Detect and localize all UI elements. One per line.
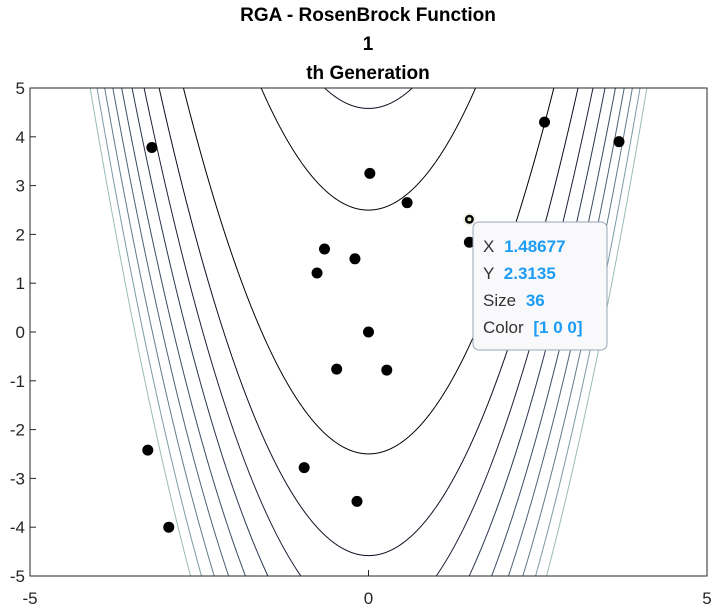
y-tick-label: -2 bbox=[10, 421, 25, 440]
datatip-size-label: Size bbox=[483, 291, 516, 310]
scatter-point[interactable] bbox=[298, 462, 310, 474]
contour-line bbox=[131, 88, 606, 576]
scatter-point[interactable] bbox=[613, 136, 625, 148]
chart-title-line-3: th Generation bbox=[306, 63, 430, 84]
contour-line bbox=[260, 88, 477, 211]
contour-line bbox=[104, 88, 633, 576]
datatip-color-value: [1 0 0] bbox=[533, 318, 582, 337]
datatip-size-value: 36 bbox=[526, 291, 545, 310]
datatip-color-label: Color bbox=[483, 318, 524, 337]
x-tick-label: -5 bbox=[22, 589, 37, 608]
x-tick-label: 0 bbox=[364, 589, 373, 608]
y-tick-label: 1 bbox=[16, 274, 25, 293]
x-tick-label: 5 bbox=[702, 589, 711, 608]
y-tick-label: 5 bbox=[16, 79, 25, 98]
scatter-point[interactable] bbox=[363, 326, 374, 338]
scatter-point[interactable] bbox=[364, 167, 376, 179]
y-tick-label: -3 bbox=[10, 469, 25, 488]
chart-title-line-2: 1 bbox=[363, 34, 374, 55]
y-tick-label: 2 bbox=[16, 225, 25, 244]
y-tick-label: -4 bbox=[10, 518, 25, 537]
chart-title-line-1: RGA - RosenBrock Function bbox=[240, 5, 496, 26]
y-tick-label: 0 bbox=[16, 323, 25, 342]
y-tick-label: 4 bbox=[16, 128, 25, 147]
y-tick-label: -1 bbox=[10, 372, 25, 391]
svg-text:Color [1 0 0]: Color [1 0 0] bbox=[483, 318, 583, 337]
svg-text:Size 36: Size 36 bbox=[483, 291, 545, 310]
scatter-point[interactable] bbox=[146, 142, 158, 154]
data-points bbox=[142, 116, 625, 533]
contour-line bbox=[121, 88, 616, 576]
scatter-point[interactable] bbox=[349, 253, 361, 265]
scatter-point[interactable] bbox=[463, 236, 475, 248]
contour-line bbox=[143, 88, 594, 576]
y-tick-label: 3 bbox=[16, 177, 25, 196]
scatter-point[interactable] bbox=[401, 197, 413, 209]
scatter-point[interactable] bbox=[311, 267, 323, 279]
scatter-point[interactable] bbox=[539, 116, 551, 128]
contour-line bbox=[323, 88, 413, 109]
datatip[interactable]: X 1.48677 Y 2.3135 Size 36 Color [1 0 0] bbox=[472, 221, 608, 351]
contour-lines bbox=[89, 88, 648, 576]
svg-text:X 1.48677: X 1.48677 bbox=[483, 237, 566, 256]
datatip-y-value: 2.3135 bbox=[504, 264, 556, 283]
datatip-box bbox=[472, 221, 608, 351]
contour-line bbox=[96, 88, 641, 576]
datatip-x-label: X bbox=[483, 237, 494, 256]
contour-line bbox=[112, 88, 625, 576]
scatter-point[interactable] bbox=[381, 364, 393, 376]
datatip-y-label: Y bbox=[483, 264, 494, 283]
datatip-marker-center bbox=[467, 217, 472, 222]
scatter-point[interactable] bbox=[163, 521, 175, 533]
scatter-point[interactable] bbox=[142, 444, 154, 456]
scatter-point[interactable] bbox=[351, 495, 363, 507]
contour-line bbox=[89, 88, 648, 576]
scatter-point[interactable] bbox=[331, 363, 343, 375]
svg-text:Y 2.3135: Y 2.3135 bbox=[483, 264, 556, 283]
y-tick-label: -5 bbox=[10, 567, 25, 586]
scatter-point[interactable] bbox=[318, 243, 330, 255]
datatip-x-value: 1.48677 bbox=[504, 237, 565, 256]
axis-ticks: -5 0 5 5 4 3 2 1 0 -1 -2 -3 -4 -5 bbox=[10, 79, 712, 608]
